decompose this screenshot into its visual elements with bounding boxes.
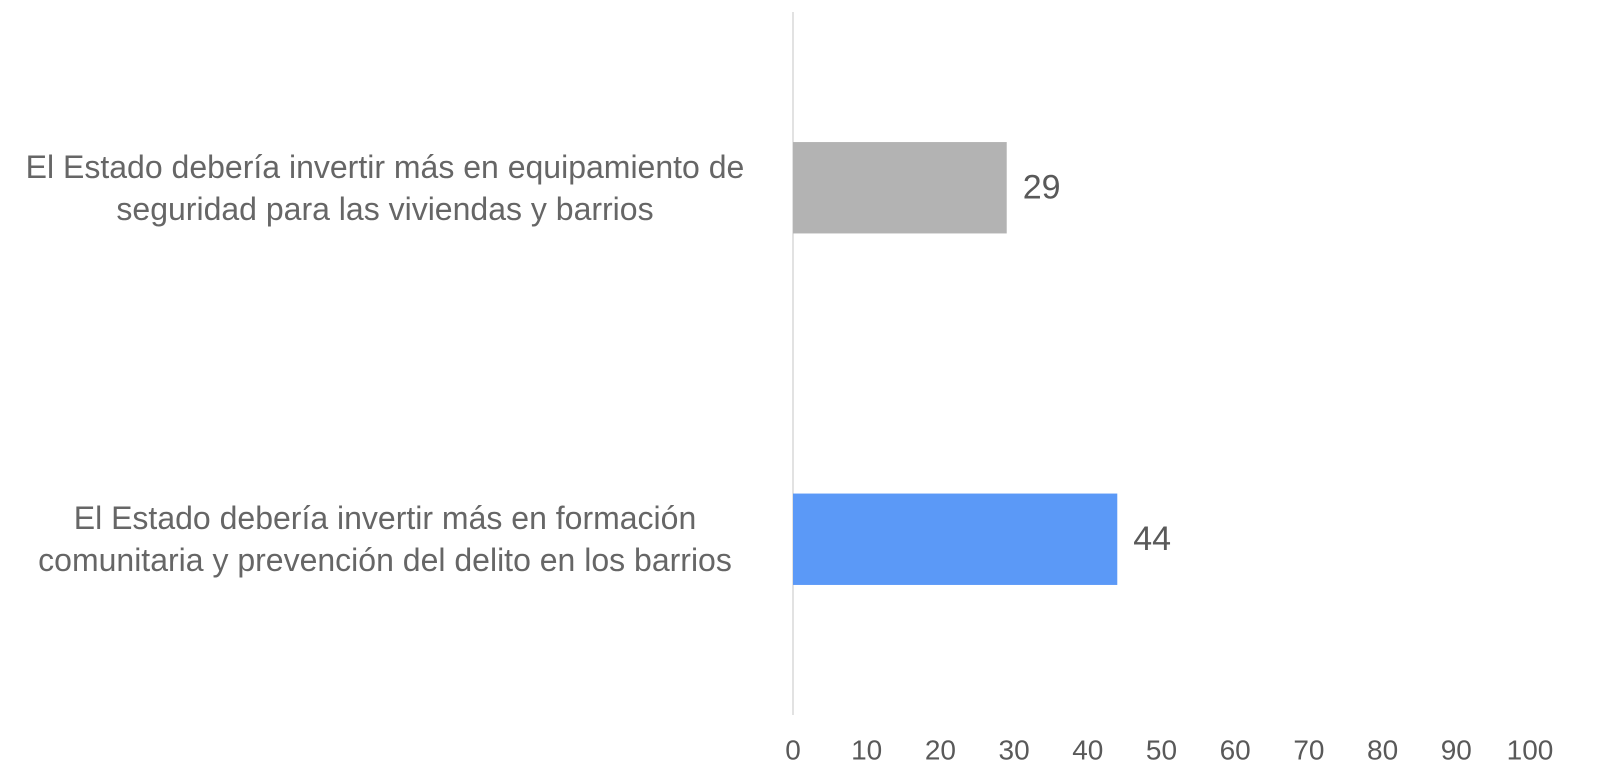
data-label: 29 bbox=[1023, 169, 1061, 207]
category-label: El Estado debería invertir más en equipa… bbox=[25, 148, 745, 227]
x-tick-label: 30 bbox=[999, 734, 1030, 765]
data-label: 44 bbox=[1133, 520, 1171, 558]
x-tick-label: 0 bbox=[785, 734, 801, 765]
x-tick-label: 100 bbox=[1507, 734, 1554, 765]
x-tick-label: 50 bbox=[1146, 734, 1177, 765]
x-tick-label: 80 bbox=[1367, 734, 1398, 765]
bar bbox=[793, 493, 1118, 585]
x-tick-label: 90 bbox=[1441, 734, 1472, 765]
x-tick-label: 70 bbox=[1293, 734, 1324, 765]
x-tick-label: 40 bbox=[1072, 734, 1103, 765]
x-tick-label: 20 bbox=[925, 734, 956, 765]
category-label: El Estado debería invertir más en formac… bbox=[38, 500, 732, 579]
x-tick-label: 60 bbox=[1220, 734, 1251, 765]
x-tick-label: 10 bbox=[851, 734, 882, 765]
bar bbox=[793, 142, 1007, 234]
